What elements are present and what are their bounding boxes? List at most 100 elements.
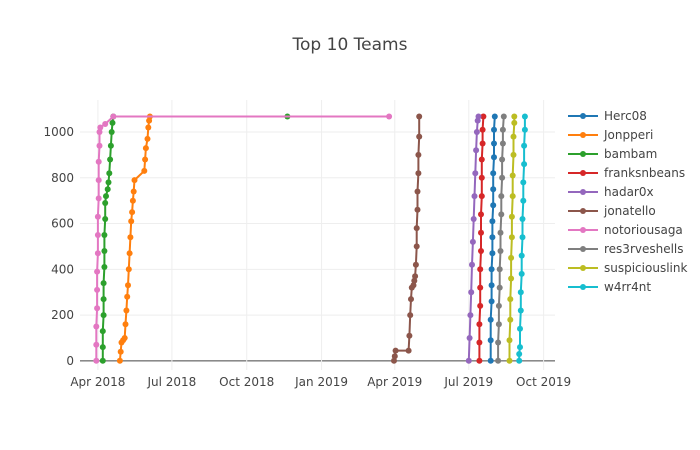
data-point[interactable] [478, 229, 484, 236]
data-point[interactable] [96, 142, 103, 149]
data-point[interactable] [406, 332, 413, 339]
data-point[interactable] [94, 268, 101, 275]
data-point[interactable] [130, 188, 137, 195]
data-point[interactable] [108, 129, 115, 135]
data-point[interactable] [490, 202, 497, 209]
data-point[interactable] [99, 344, 106, 351]
data-point[interactable] [465, 357, 472, 364]
data-point[interactable] [470, 216, 477, 222]
data-point[interactable] [101, 232, 108, 238]
data-point[interactable] [517, 344, 523, 351]
data-point[interactable] [506, 337, 513, 344]
data-point[interactable] [467, 312, 474, 319]
data-point[interactable] [510, 133, 517, 140]
data-point[interactable] [473, 129, 480, 135]
data-point[interactable] [469, 238, 476, 245]
data-point[interactable] [128, 218, 135, 225]
data-point[interactable] [95, 177, 102, 184]
data-point[interactable] [519, 234, 526, 241]
data-point[interactable] [94, 232, 101, 238]
data-point[interactable] [521, 142, 528, 149]
data-point[interactable] [479, 126, 486, 133]
data-point[interactable] [478, 248, 484, 254]
data-point[interactable] [499, 174, 506, 181]
data-point[interactable] [497, 248, 504, 254]
data-point[interactable] [412, 261, 419, 268]
data-point[interactable] [516, 357, 523, 364]
data-point[interactable] [511, 119, 518, 126]
data-point[interactable] [499, 126, 506, 133]
data-point[interactable] [497, 229, 504, 236]
data-point[interactable] [517, 307, 524, 314]
data-point[interactable] [99, 357, 106, 364]
data-point[interactable] [410, 282, 417, 289]
data-point[interactable] [489, 250, 496, 257]
data-point[interactable] [97, 124, 104, 131]
data-point[interactable] [487, 337, 494, 344]
data-point[interactable] [500, 113, 507, 120]
legend-item-bambam[interactable]: bambam [568, 147, 657, 161]
data-point[interactable] [116, 357, 123, 364]
data-point[interactable] [495, 339, 502, 346]
data-point[interactable] [506, 357, 513, 364]
legend-item-w4rr4nt[interactable]: w4rr4nt [568, 280, 651, 294]
legend-item-res3rveshells[interactable]: res3rveshells [568, 242, 684, 256]
data-point[interactable] [520, 197, 527, 204]
data-point[interactable] [496, 266, 503, 273]
data-point[interactable] [475, 113, 482, 120]
data-point[interactable] [477, 284, 484, 291]
data-point[interactable] [517, 289, 524, 296]
legend-item-herc08[interactable]: Herc08 [568, 109, 647, 123]
data-point[interactable] [145, 124, 152, 131]
data-point[interactable] [392, 347, 399, 354]
data-point[interactable] [508, 234, 515, 241]
data-point[interactable] [468, 289, 475, 296]
data-point[interactable] [414, 188, 421, 195]
data-point[interactable] [507, 296, 514, 303]
data-point[interactable] [131, 177, 138, 184]
data-point[interactable] [471, 193, 478, 200]
data-point[interactable] [386, 113, 393, 120]
data-point[interactable] [105, 179, 112, 186]
data-point[interactable] [477, 302, 484, 309]
data-point[interactable] [123, 307, 130, 314]
data-point[interactable] [141, 167, 148, 174]
data-point[interactable] [102, 200, 109, 206]
data-point[interactable] [473, 147, 480, 154]
data-point[interactable] [509, 172, 516, 179]
data-point[interactable] [101, 248, 108, 254]
data-point[interactable] [100, 296, 107, 303]
data-point[interactable] [107, 142, 114, 149]
data-point[interactable] [466, 335, 473, 341]
data-point[interactable] [100, 312, 107, 319]
data-point[interactable] [416, 113, 423, 120]
data-point[interactable] [478, 193, 485, 200]
data-point[interactable] [416, 133, 423, 140]
data-point[interactable] [93, 323, 100, 330]
legend-item-jonpperi[interactable]: Jonpperi [568, 128, 653, 142]
data-point[interactable] [125, 282, 131, 289]
data-point[interactable] [110, 113, 117, 120]
data-point[interactable] [511, 113, 518, 120]
data-point[interactable] [122, 321, 129, 328]
data-point[interactable] [490, 186, 497, 193]
data-point[interactable] [520, 179, 527, 186]
data-point[interactable] [391, 357, 397, 364]
data-point[interactable] [491, 113, 498, 120]
data-point[interactable] [517, 325, 523, 332]
data-point[interactable] [94, 286, 101, 293]
data-point[interactable] [124, 293, 131, 300]
data-point[interactable] [408, 296, 414, 303]
data-point[interactable] [487, 316, 494, 323]
data-point[interactable] [415, 170, 422, 177]
data-point[interactable] [99, 328, 106, 335]
data-point[interactable] [414, 206, 421, 213]
data-point[interactable] [509, 193, 516, 200]
legend-item-jonatello[interactable]: jonatello [568, 204, 656, 218]
data-point[interactable] [100, 280, 107, 287]
data-point[interactable] [476, 321, 483, 328]
data-point[interactable] [142, 156, 149, 163]
data-point[interactable] [104, 186, 111, 193]
data-point[interactable] [95, 195, 102, 202]
data-point[interactable] [521, 161, 528, 168]
